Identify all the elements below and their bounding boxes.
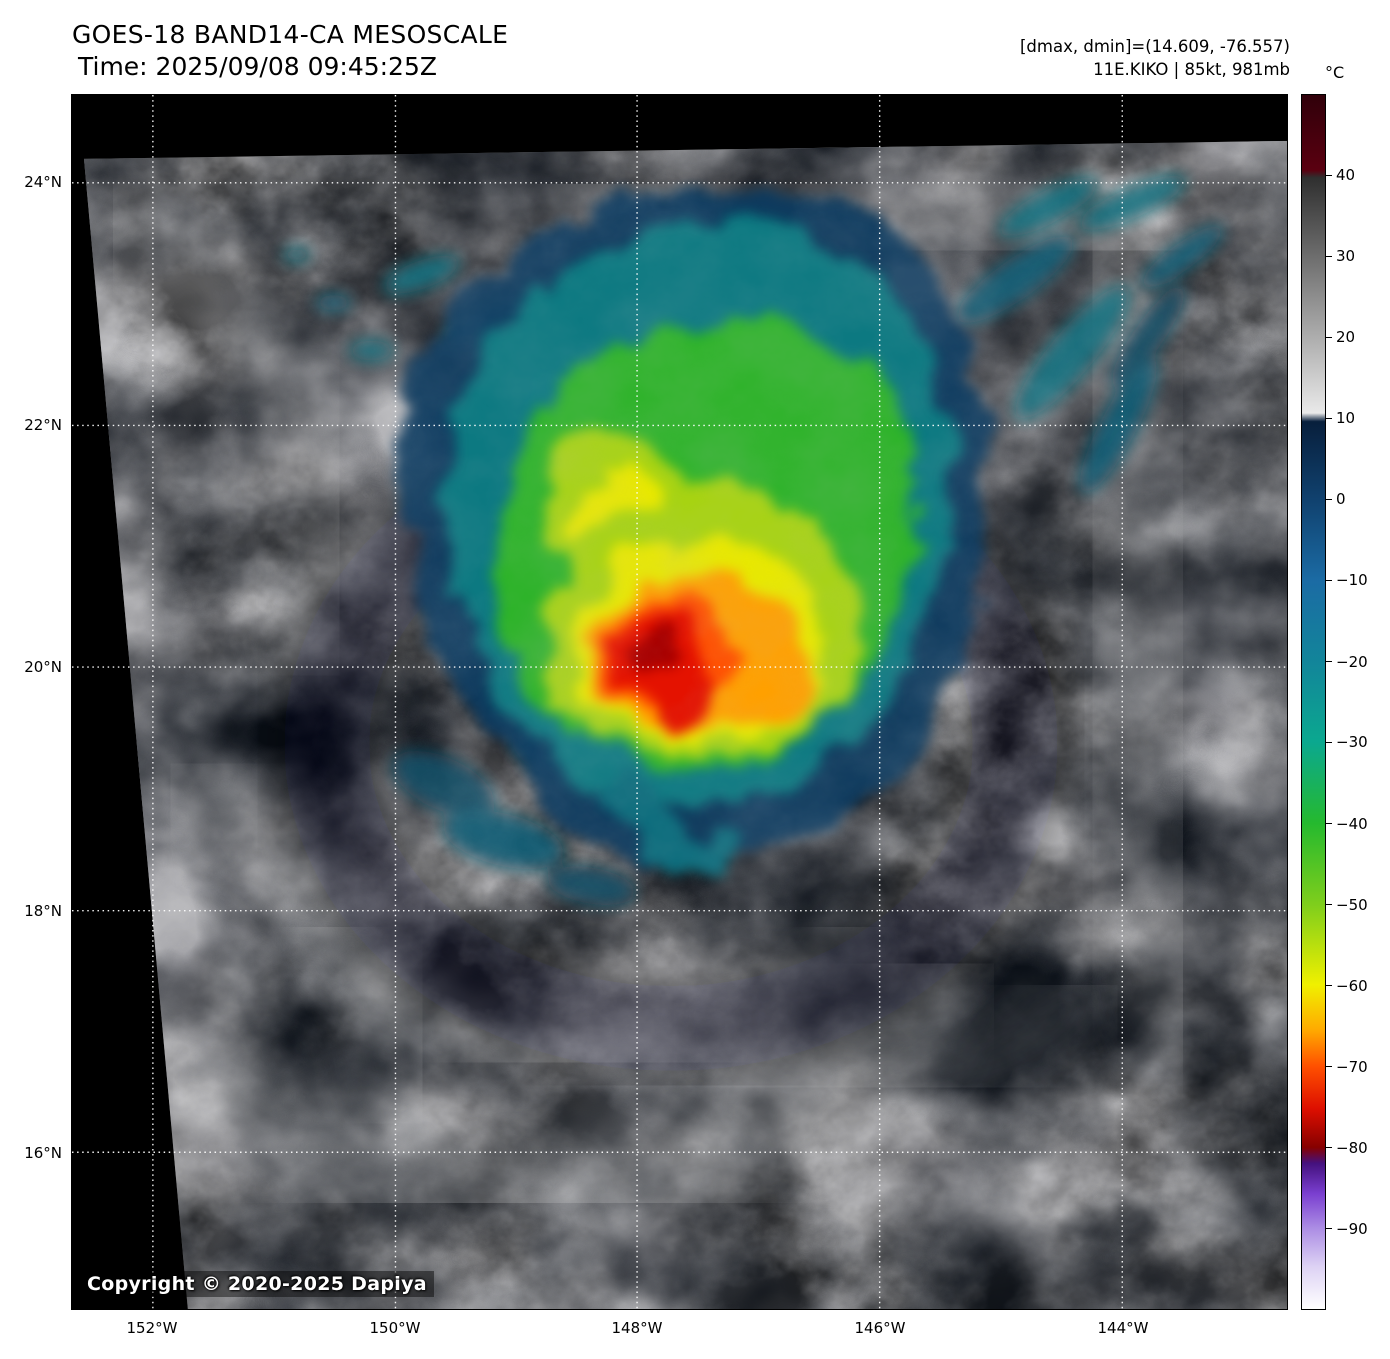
lon-tick-label: 146°W bbox=[854, 1319, 906, 1337]
graticule bbox=[72, 95, 1287, 1309]
colorbar-tick-label: 10 bbox=[1336, 409, 1356, 428]
colorbar-tick: −50 bbox=[1326, 896, 1368, 914]
colorbar-unit-label: °C bbox=[1325, 63, 1345, 82]
colorbar bbox=[1301, 94, 1326, 1310]
latitude-axis: 24°N 22°N 20°N 18°N 16°N bbox=[0, 94, 67, 1310]
colorbar-tick-mark bbox=[1326, 174, 1332, 176]
colorbar-tick-label: −10 bbox=[1336, 571, 1368, 590]
colorbar-tick-mark bbox=[1326, 498, 1332, 500]
colorbar-tick: −20 bbox=[1326, 653, 1368, 671]
colorbar-tick-label: −80 bbox=[1336, 1138, 1368, 1157]
colorbar-tick-label: 20 bbox=[1336, 328, 1356, 347]
colorbar-tick-mark bbox=[1326, 579, 1332, 581]
colorbar-tick: −90 bbox=[1326, 1220, 1368, 1238]
colorbar-tick: 0 bbox=[1326, 490, 1346, 508]
lon-tick-label: 148°W bbox=[611, 1319, 663, 1337]
satellite-image bbox=[72, 95, 1287, 1309]
colorbar-tick: −60 bbox=[1326, 977, 1368, 995]
satellite-map: Copyright © 2020-2025 Dapiya bbox=[71, 94, 1288, 1310]
lat-tick-label: 22°N bbox=[24, 416, 62, 434]
colorbar-ticks: 40 30 20 10 0 −10 −20 −30 −40 −50 −60 −7… bbox=[1326, 94, 1390, 1310]
lat-tick-label: 24°N bbox=[24, 173, 62, 191]
colorbar-tick-mark bbox=[1326, 661, 1332, 662]
colorbar-tick-mark bbox=[1326, 1066, 1332, 1068]
scan-area bbox=[83, 140, 1287, 1309]
longitude-axis: 152°W 150°W 148°W 146°W 144°W bbox=[71, 1314, 1288, 1348]
colorbar-tick-label: −90 bbox=[1336, 1219, 1368, 1238]
header-readouts: [dmax, dmin]=(14.609, -76.557) 11E.KIKO … bbox=[1020, 35, 1290, 81]
colorbar-tick-mark bbox=[1326, 255, 1332, 257]
colorbar-tick-label: −50 bbox=[1336, 895, 1368, 914]
page-title: GOES-18 BAND14-CA MESOSCALE bbox=[72, 20, 509, 49]
dmax-dmin-readout: [dmax, dmin]=(14.609, -76.557) bbox=[1020, 37, 1290, 56]
colorbar-tick-mark bbox=[1326, 904, 1332, 906]
colorbar-tick-label: 0 bbox=[1336, 490, 1346, 509]
colorbar-tick-mark bbox=[1326, 741, 1332, 743]
colorbar-tick-label: −60 bbox=[1336, 976, 1368, 995]
lat-tick-label: 16°N bbox=[24, 1144, 62, 1162]
colorbar-tick-mark bbox=[1326, 1147, 1332, 1149]
copyright-label: Copyright © 2020-2025 Dapiya bbox=[80, 1271, 434, 1297]
colorbar-tick-label: −70 bbox=[1336, 1057, 1368, 1076]
lon-tick-label: 152°W bbox=[126, 1319, 178, 1337]
colorbar-tick-mark bbox=[1326, 823, 1332, 825]
colorbar-tick-mark bbox=[1326, 985, 1332, 987]
colorbar-tick: 40 bbox=[1326, 166, 1355, 184]
lon-tick-label: 144°W bbox=[1097, 1319, 1149, 1337]
colorbar-tick-mark bbox=[1326, 417, 1332, 419]
colorbar-tick-label: −40 bbox=[1336, 814, 1368, 833]
colorbar-tick-label: −20 bbox=[1336, 652, 1368, 671]
colorbar-tick: 30 bbox=[1326, 247, 1355, 265]
timestamp: Time: 2025/09/08 09:45:25Z bbox=[78, 52, 437, 81]
colorbar-tick: −40 bbox=[1326, 815, 1368, 833]
colorbar-tick-label: 30 bbox=[1336, 247, 1356, 266]
colorbar-tick: 20 bbox=[1326, 328, 1355, 346]
lat-tick-label: 18°N bbox=[24, 902, 62, 920]
colorbar-tick-label: 40 bbox=[1336, 166, 1356, 185]
colorbar-tick: −30 bbox=[1326, 733, 1368, 751]
colorbar-tick: −10 bbox=[1326, 571, 1368, 589]
colorbar-tick: −70 bbox=[1326, 1058, 1368, 1076]
lat-tick-label: 20°N bbox=[24, 658, 62, 676]
colorbar-tick-mark bbox=[1326, 1228, 1332, 1230]
texture-overlay bbox=[83, 140, 1287, 1309]
colorbar-tick: 10 bbox=[1326, 409, 1355, 427]
colorbar-tick-mark bbox=[1326, 336, 1332, 338]
storm-info-readout: 11E.KIKO | 85kt, 981mb bbox=[1093, 60, 1290, 79]
colorbar-tick: −80 bbox=[1326, 1139, 1368, 1157]
lon-tick-label: 150°W bbox=[369, 1319, 421, 1337]
colorbar-tick-label: −30 bbox=[1336, 733, 1368, 752]
